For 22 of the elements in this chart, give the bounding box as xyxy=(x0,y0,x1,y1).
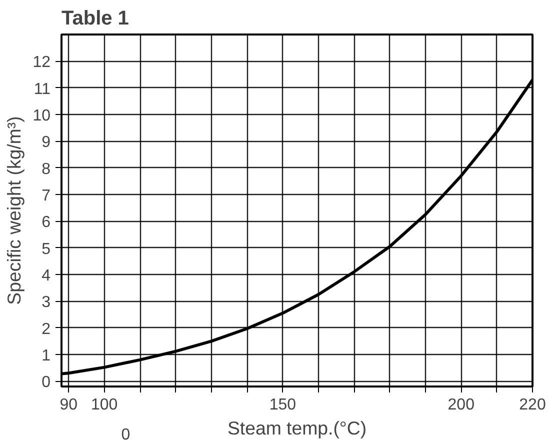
y-tick-label: 11 xyxy=(34,80,51,98)
y-axis-title: Specific weight (kg/m³) xyxy=(4,116,25,305)
y-tick-label: 5 xyxy=(42,240,51,258)
y-tick-label: 6 xyxy=(42,214,51,232)
y-tick-label: 8 xyxy=(42,160,51,178)
x-axis-title: Steam temp.(°C) xyxy=(227,418,367,438)
x-tick-label: 200 xyxy=(448,396,475,414)
y-tick-label: 9 xyxy=(42,134,51,152)
x-tick-label: 150 xyxy=(269,396,296,414)
chart-title: Table 1 xyxy=(62,8,129,30)
x-tick-label: 90 xyxy=(60,396,78,414)
y-tick-label: 4 xyxy=(42,268,51,284)
x-tick-label: 100 xyxy=(90,396,118,414)
text: 0 xyxy=(121,426,130,442)
y-tick-label: 0 xyxy=(42,374,51,392)
y-tick-label: 12 xyxy=(32,54,51,72)
y-tick-label: 2 xyxy=(42,320,51,338)
y-tick-label: 1 xyxy=(42,348,51,364)
y-tick-label: 7 xyxy=(42,188,51,204)
y-tick-label: 3 xyxy=(42,294,51,312)
x-tick-label: 220 xyxy=(519,396,546,414)
y-tick-label: 10 xyxy=(32,108,51,124)
